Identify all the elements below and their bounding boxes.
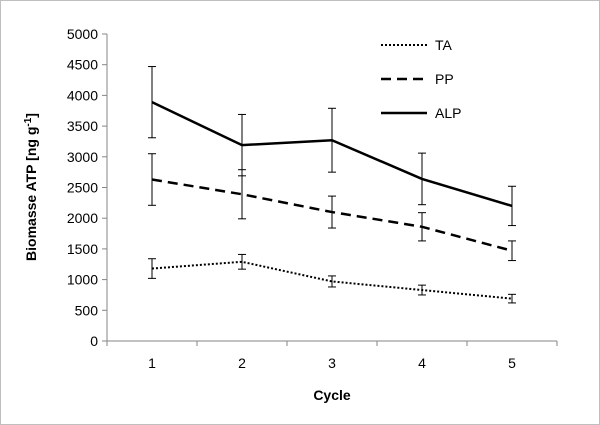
y-ticks: 0 500 1000 1500 2000 2500 3000 3500 4000 4500 5000 (67, 26, 107, 349)
y-tick-label: 4000 (67, 87, 98, 103)
x-axis-title: Cycle (313, 387, 351, 403)
legend-label-ta: TA (435, 37, 453, 53)
legend: TA PP ALP (381, 37, 461, 121)
y-tick-label: 0 (90, 333, 98, 349)
x-ticks: 1 2 3 4 5 (106, 341, 558, 371)
y-tick-label: 1000 (67, 272, 98, 288)
y-axis-title: Biomasse ATP [ng g-1] (23, 113, 39, 261)
y-axis-title-main: Biomasse ATP [ng g (23, 127, 39, 261)
x-tick-label: 3 (328, 355, 336, 371)
y-tick-label: 1500 (67, 241, 98, 257)
series-pp (148, 153, 516, 262)
y-axis-title-end: ] (23, 113, 39, 118)
legend-label-alp: ALP (435, 105, 461, 121)
y-tick-label: 3500 (67, 118, 98, 134)
y-tick-label: 2000 (67, 210, 98, 226)
series-layer (148, 66, 516, 304)
y-tick-label: 500 (75, 302, 99, 318)
x-tick-label: 2 (238, 355, 246, 371)
x-tick-label: 5 (508, 355, 516, 371)
series-alp (148, 66, 516, 227)
y-axis-title-superscript: -1 (23, 117, 34, 126)
x-tick-label: 1 (148, 355, 156, 371)
y-tick-label: 2500 (67, 180, 98, 196)
series-ta (148, 253, 516, 304)
y-tick-label: 4500 (67, 57, 98, 73)
y-tick-label: 5000 (67, 26, 98, 42)
axes (106, 34, 557, 342)
series-line-ta (151, 260, 513, 300)
legend-label-pp: PP (435, 71, 454, 87)
x-tick-label: 4 (418, 355, 426, 371)
y-tick-label: 3000 (67, 149, 98, 165)
